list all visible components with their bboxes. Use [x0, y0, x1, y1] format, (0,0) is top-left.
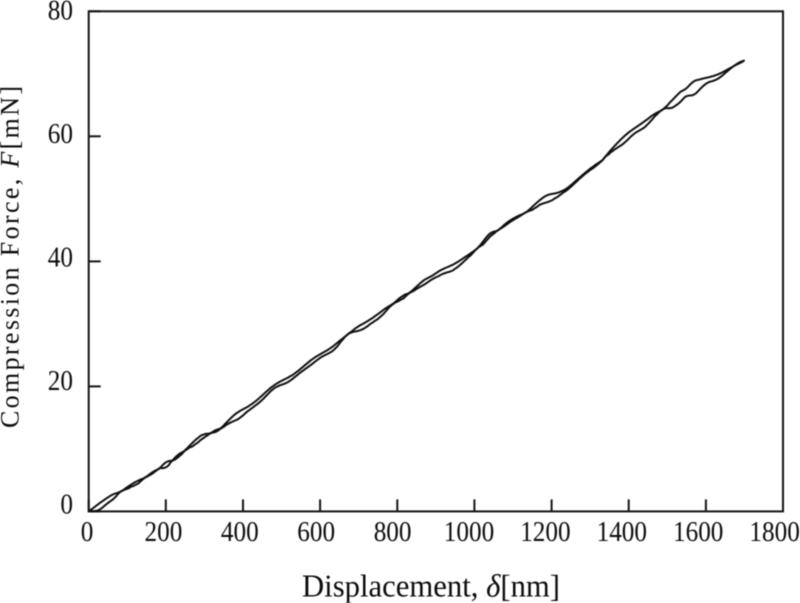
svg-text:60: 60 — [48, 119, 73, 150]
svg-text:1200: 1200 — [520, 517, 570, 548]
svg-text:0: 0 — [81, 517, 94, 548]
svg-text:1000: 1000 — [444, 517, 494, 548]
svg-text:200: 200 — [145, 517, 183, 548]
svg-text:1800: 1800 — [749, 517, 799, 548]
svg-text:400: 400 — [221, 517, 259, 548]
svg-text:0: 0 — [60, 489, 73, 520]
svg-text:20: 20 — [48, 366, 73, 397]
svg-text:Compression Force, F[mN]: Compression Force, F[mN] — [0, 86, 25, 428]
svg-text:600: 600 — [297, 517, 335, 548]
svg-text:Displacement, δ[nm]: Displacement, δ[nm] — [302, 568, 560, 603]
svg-text:1400: 1400 — [597, 517, 647, 548]
svg-text:1600: 1600 — [673, 517, 723, 548]
svg-text:40: 40 — [48, 242, 73, 273]
svg-text:800: 800 — [374, 517, 412, 548]
svg-text:80: 80 — [48, 0, 73, 26]
